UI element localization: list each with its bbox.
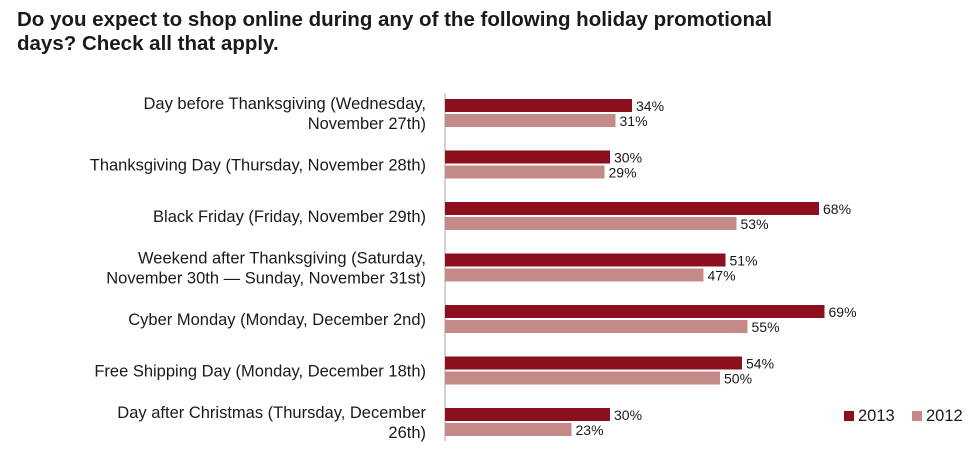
data-label-2013: 30% [614,150,642,166]
data-label-2012: 23% [576,422,604,438]
bar-2012 [445,165,605,179]
bar-2013 [445,202,819,215]
category-label: Day after Christmas (Thursday, December [117,404,426,422]
data-label-2012: 29% [609,165,637,181]
bar-2012 [445,371,720,385]
data-label-2013: 30% [614,407,642,423]
category-label: November 27th) [308,115,426,133]
legend-label-2013: 2013 [858,407,895,425]
category-label: Day before Thanksgiving (Wednesday, [144,95,427,113]
bar-2012 [445,114,616,127]
data-label-2013: 54% [746,356,774,372]
data-label-2013: 51% [730,253,758,269]
bar-2013 [445,305,825,318]
legend: 2013 2012 [844,407,963,425]
category-label: Free Shipping Day (Monday, December 18th… [94,363,426,381]
bar-2013 [445,253,726,267]
category-label: Cyber Monday (Monday, December 2nd) [128,311,426,329]
category-label: Black Friday (Friday, November 29th) [153,208,426,226]
legend-label-2012: 2012 [926,407,963,425]
category-label: November 30th — Sunday, November 31st) [106,270,426,288]
bar-2013 [445,408,610,421]
category-label: 26th) [388,424,426,442]
category-label: Weekend after Thanksgiving (Saturday, [138,250,426,268]
category-label: Thanksgiving Day (Thursday, November 28t… [90,157,426,175]
bar-2012 [445,217,737,230]
data-label-2012: 50% [724,371,752,387]
bar-2013 [445,99,632,112]
bar-2013 [445,150,610,164]
data-label-2013: 68% [823,201,851,217]
bar-2012 [445,268,704,282]
bars-layer: 34%31%30%29%68%53%51%47%69%55%54%50%30%2… [445,98,857,438]
data-label-2012: 47% [708,268,736,284]
bar-2012 [445,320,748,333]
legend-swatch-2012 [912,411,922,421]
data-label-2013: 69% [829,304,857,320]
data-label-2013: 34% [636,98,664,114]
data-label-2012: 55% [752,319,780,335]
data-label-2012: 31% [620,113,648,129]
bar-2012 [445,423,572,436]
bar-2013 [445,356,742,370]
category-labels: Day before Thanksgiving (Wednesday, Novem… [90,95,427,442]
legend-swatch-2013 [844,411,854,421]
chart-title: Do you expect to shop online during any … [17,8,773,55]
data-label-2012: 53% [741,216,769,232]
